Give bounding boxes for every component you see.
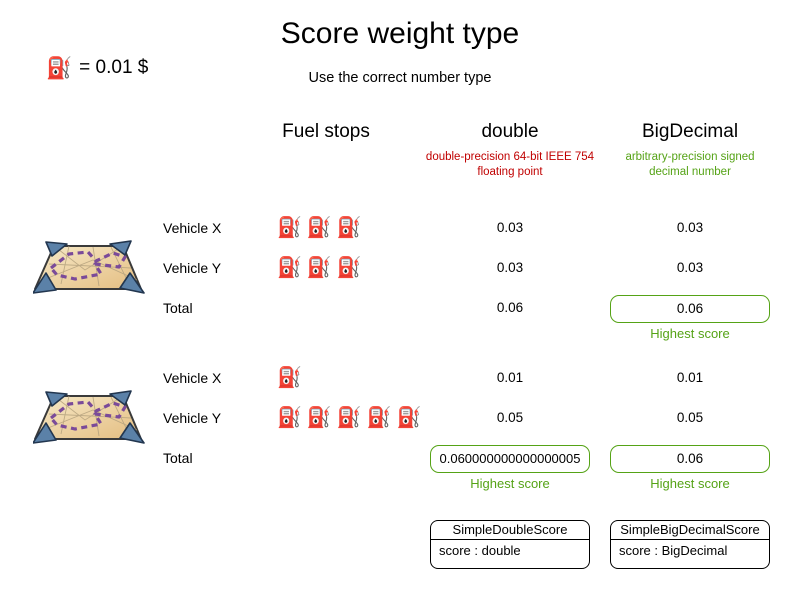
column-description-bigdecimal: arbitrary-precision signed decimal numbe… bbox=[625, 151, 755, 178]
uml-class-name: SimpleDoubleScore bbox=[431, 521, 589, 540]
bigdecimal-total-highlight-box: 0.06 bbox=[610, 445, 770, 473]
highest-score-note: Highest score bbox=[650, 476, 730, 491]
bigdecimal-value: 0.03 bbox=[676, 260, 704, 275]
fuel-stop-icons: ⛽⛽⛽ bbox=[277, 255, 367, 279]
map-illustration bbox=[33, 390, 145, 448]
fuel-stop-icons: ⛽⛽⛽ bbox=[277, 215, 367, 239]
row-label: Vehicle Y bbox=[163, 260, 222, 276]
double-total-highlight-box: 0.060000000000000005 bbox=[430, 445, 590, 473]
map-illustration bbox=[33, 240, 145, 298]
highest-score-note: Highest score bbox=[650, 326, 730, 341]
bigdecimal-total-highlight-box: 0.06 bbox=[610, 295, 770, 323]
column-header-bigdecimal: BigDecimal bbox=[641, 121, 739, 142]
double-value: 0.05 bbox=[496, 410, 524, 425]
page-title: Score weight type bbox=[280, 17, 520, 50]
fuel-stop-icons: ⛽ bbox=[277, 365, 307, 389]
legend-text: = 0.01 $ bbox=[79, 57, 149, 78]
uml-class-attribute: score : double bbox=[439, 543, 521, 558]
double-value: 0.03 bbox=[496, 220, 524, 235]
legend: ⛽ = 0.01 $ bbox=[46, 56, 148, 80]
bigdecimal-value: 0.03 bbox=[676, 220, 704, 235]
row-label: Vehicle Y bbox=[163, 410, 222, 426]
column-header-double: double bbox=[481, 121, 539, 142]
row-label: Total bbox=[163, 300, 193, 316]
bigdecimal-value: 0.05 bbox=[676, 410, 704, 425]
double-value: 0.01 bbox=[496, 370, 524, 385]
fuel-pump-icon: ⛽ bbox=[46, 56, 73, 80]
row-label: Total bbox=[163, 450, 193, 466]
row-label: Vehicle X bbox=[163, 220, 222, 236]
column-header-fuel-stops: Fuel stops bbox=[282, 121, 370, 142]
highest-score-note: Highest score bbox=[470, 476, 550, 491]
uml-class-name: SimpleBigDecimalScore bbox=[611, 521, 769, 540]
bigdecimal-value: 0.01 bbox=[676, 370, 704, 385]
double-value: 0.03 bbox=[496, 260, 524, 275]
page-subtitle: Use the correct number type bbox=[308, 70, 492, 86]
fuel-stop-icons: ⛽⛽⛽⛽⛽ bbox=[277, 405, 427, 429]
uml-class-simple-double-score: SimpleDoubleScore score : double bbox=[430, 520, 590, 569]
row-label: Vehicle X bbox=[163, 370, 222, 386]
double-total-value: 0.06 bbox=[496, 300, 524, 315]
uml-class-attribute: score : BigDecimal bbox=[619, 543, 728, 558]
uml-class-simple-bigdecimal-score: SimpleBigDecimalScore score : BigDecimal bbox=[610, 520, 770, 569]
column-description-double: double-precision 64-bit IEEE 754 floatin… bbox=[425, 151, 595, 178]
